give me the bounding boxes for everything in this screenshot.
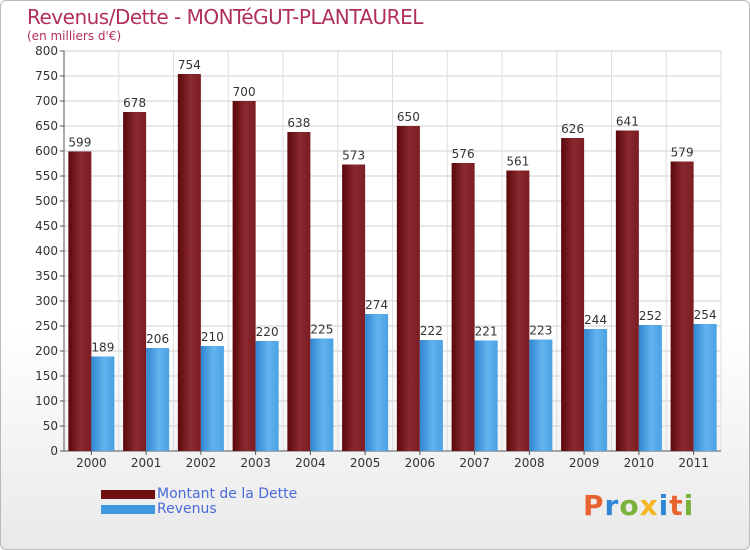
y-tick-label: 0 <box>50 444 58 458</box>
data-label-revenue: 222 <box>420 324 443 338</box>
data-label-debt: 641 <box>616 115 639 129</box>
bar-revenue <box>200 346 224 451</box>
y-tick-label: 550 <box>35 169 58 183</box>
y-tick-label: 700 <box>35 94 58 108</box>
label-layer: 599 189 678 206 754 210 700 220 638 225 573 274 650 2… <box>68 58 716 355</box>
legend-label-revenue: Revenus <box>157 501 217 517</box>
bar-revenue <box>638 325 662 451</box>
data-label-debt: 650 <box>397 110 420 124</box>
data-label-debt: 678 <box>123 96 146 110</box>
bar-debt <box>177 74 201 451</box>
bar-revenue <box>91 356 115 451</box>
bar-revenue <box>146 348 170 451</box>
y-tick-label: 350 <box>35 269 58 283</box>
bar-revenue <box>419 340 443 451</box>
data-label-revenue: 254 <box>694 308 717 322</box>
legend-label-debt: Montant de la Dette <box>157 486 298 502</box>
x-tick-label: 2007 <box>459 456 490 470</box>
x-tick-label: 2001 <box>131 456 162 470</box>
x-tick-label: 2009 <box>569 456 600 470</box>
data-label-debt: 576 <box>452 147 475 161</box>
data-label-revenue: 210 <box>201 330 224 344</box>
x-tick-label: 2004 <box>295 456 326 470</box>
legend-item-debt: Montant de la Dette <box>101 487 297 502</box>
y-tick-label: 650 <box>35 119 58 133</box>
bar-debt <box>451 163 475 451</box>
bar-debt <box>670 161 694 451</box>
data-label-debt: 700 <box>233 85 256 99</box>
chart-subtitle: (en milliers d'€) <box>27 29 122 43</box>
data-label-revenue: 189 <box>91 341 114 355</box>
data-label-revenue: 244 <box>584 313 607 327</box>
bar-debt <box>287 132 311 451</box>
legend: Montant de la Dette Revenus <box>101 487 297 517</box>
x-tick-label: 2005 <box>350 456 381 470</box>
y-tick-label: 300 <box>35 294 58 308</box>
bar-debt <box>68 151 92 451</box>
y-tick-label: 200 <box>35 344 58 358</box>
x-tick-label: 2003 <box>240 456 271 470</box>
data-label-revenue: 252 <box>639 309 662 323</box>
x-tick-label: 2002 <box>186 456 217 470</box>
chart-title: Revenus/Dette - MONTéGUT-PLANTAUREL <box>27 5 423 29</box>
y-tick-label: 450 <box>35 219 58 233</box>
bar-revenue <box>255 341 279 451</box>
x-tick-label: 2006 <box>405 456 436 470</box>
y-tick-label: 600 <box>35 144 58 158</box>
bar-debt <box>561 138 585 451</box>
data-label-debt: 638 <box>287 116 310 130</box>
bar-debt <box>232 101 256 451</box>
y-tick-label: 250 <box>35 319 58 333</box>
data-label-debt: 573 <box>342 149 365 163</box>
y-tick-label: 750 <box>35 69 58 83</box>
data-label-revenue: 206 <box>146 332 169 346</box>
bar-revenue <box>584 329 608 451</box>
data-label-revenue: 221 <box>475 325 498 339</box>
bar-revenue <box>365 314 389 451</box>
legend-item-revenue: Revenus <box>101 502 297 517</box>
data-label-revenue: 225 <box>310 323 333 337</box>
data-label-revenue: 220 <box>256 325 279 339</box>
y-tick-label: 50 <box>43 419 58 433</box>
bar-debt <box>123 112 147 451</box>
data-label-debt: 754 <box>178 58 201 72</box>
bar-layer <box>68 74 717 451</box>
bar-debt <box>615 130 639 451</box>
y-tick-label: 150 <box>35 369 58 383</box>
data-label-debt: 561 <box>506 155 529 169</box>
y-tick-label: 800 <box>35 44 58 58</box>
y-tick-label: 100 <box>35 394 58 408</box>
data-label-revenue: 223 <box>529 324 552 338</box>
bar-debt <box>342 164 366 451</box>
data-label-revenue: 274 <box>365 298 388 312</box>
data-label-debt: 579 <box>671 146 694 160</box>
axis-layer: 0 50 100 150 200 250 300 350 400 450 500 550 600 650 7… <box>35 44 721 470</box>
bar-revenue <box>474 340 498 451</box>
legend-swatch-revenue <box>101 505 155 514</box>
data-label-debt: 626 <box>561 122 584 136</box>
y-tick-label: 400 <box>35 244 58 258</box>
x-tick-label: 2010 <box>624 456 655 470</box>
x-tick-label: 2000 <box>76 456 107 470</box>
x-tick-label: 2011 <box>678 456 709 470</box>
bar-debt <box>506 170 530 451</box>
bar-revenue <box>529 339 553 451</box>
data-label-debt: 599 <box>68 136 91 150</box>
legend-swatch-debt <box>101 490 155 499</box>
bar-revenue <box>693 324 717 451</box>
bar-debt <box>396 126 420 451</box>
proxiti-logo: Proxiti <box>583 489 695 522</box>
y-tick-label: 500 <box>35 194 58 208</box>
x-tick-label: 2008 <box>514 456 545 470</box>
bar-revenue <box>310 338 334 451</box>
